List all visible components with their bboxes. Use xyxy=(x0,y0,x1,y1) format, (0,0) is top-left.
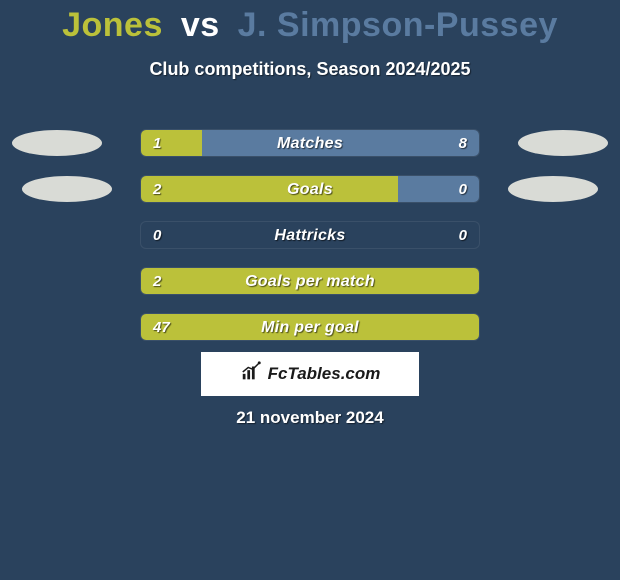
player1-halo xyxy=(22,176,112,202)
title-player1: Jones xyxy=(62,6,163,44)
brand-text: FcTables.com xyxy=(268,364,381,384)
bar-label: Hattricks xyxy=(141,222,479,249)
stat-row: Min per goal47 xyxy=(0,304,620,350)
bar-label: Goals per match xyxy=(141,268,479,295)
bar-track: Min per goal47 xyxy=(140,313,480,341)
stat-row: Matches1 8 xyxy=(0,120,620,166)
bar-track: Goals2 0 xyxy=(140,175,480,203)
stat-row: Goals2 0 xyxy=(0,166,620,212)
bar-track: Hattricks0 0 xyxy=(140,221,480,249)
bar-track: Matches1 8 xyxy=(140,129,480,157)
player2-halo xyxy=(508,176,598,202)
brand-box[interactable]: FcTables.com xyxy=(201,352,419,396)
value-right: 0 xyxy=(451,222,475,249)
bar-label: Matches xyxy=(141,130,479,157)
date-line: 21 november 2024 xyxy=(0,408,620,428)
bar-track: Goals per match2 xyxy=(140,267,480,295)
title-vs: vs xyxy=(181,6,220,44)
value-right: 0 xyxy=(451,176,475,203)
value-left: 2 xyxy=(145,176,169,203)
player2-halo xyxy=(518,130,608,156)
value-left: 2 xyxy=(145,268,169,295)
bar-label: Goals xyxy=(141,176,479,203)
bar-label: Min per goal xyxy=(141,314,479,341)
chart-icon xyxy=(240,361,262,388)
stat-row: Hattricks0 0 xyxy=(0,212,620,258)
value-left: 47 xyxy=(145,314,178,341)
subtitle: Club competitions, Season 2024/2025 xyxy=(0,59,620,80)
player1-halo xyxy=(12,130,102,156)
value-left: 0 xyxy=(145,222,169,249)
value-left: 1 xyxy=(145,130,169,157)
title-player2: J. Simpson-Pussey xyxy=(238,6,558,44)
stats-rows: Matches18Goals20Hattricks00Goals per mat… xyxy=(0,120,620,350)
value-right: 8 xyxy=(451,130,475,157)
stat-row: Goals per match2 xyxy=(0,258,620,304)
